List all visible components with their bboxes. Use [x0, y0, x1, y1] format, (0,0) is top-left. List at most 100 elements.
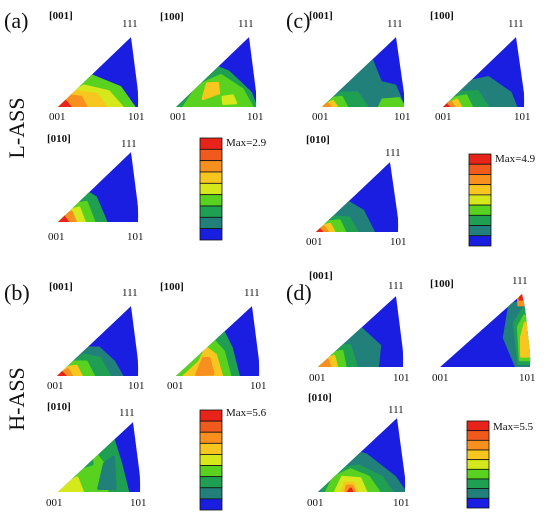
region-red	[57, 371, 67, 376]
direction-label: [001]	[309, 10, 333, 22]
colorbar-swatch	[468, 184, 492, 196]
direction-label: [100]	[160, 281, 184, 293]
contour-regions	[58, 37, 139, 107]
pole-001-label: 001	[312, 111, 329, 123]
colorbar-swatch	[468, 163, 492, 175]
pole-101-label: 101	[130, 497, 147, 509]
ipf-triangle-010: [010] 111 001 101	[47, 133, 144, 243]
direction-label: [100]	[430, 10, 454, 22]
region-orange	[318, 358, 332, 367]
region-orange	[322, 102, 332, 107]
direction-label: [010]	[47, 401, 71, 413]
contour-regions	[176, 306, 260, 376]
panel-letter: (a)	[4, 8, 28, 33]
row-label: L-ASS	[4, 97, 29, 158]
direction-label: [010]	[306, 134, 330, 146]
ipf-triangle-001: [001] 111 001 101	[309, 10, 411, 123]
region-red	[58, 99, 72, 107]
pole-001-label: 001	[170, 111, 187, 123]
region-orange	[195, 357, 215, 376]
contour-regions	[57, 306, 139, 376]
colorbar-swatch	[199, 465, 223, 478]
pole-101-label: 101	[394, 111, 411, 123]
pole-001-label: 001	[167, 380, 184, 392]
pole-001-label: 001	[432, 372, 449, 384]
region-red	[316, 227, 324, 232]
colorbar	[468, 153, 492, 247]
colorbar-swatch	[468, 174, 492, 186]
contour-regions	[176, 37, 257, 107]
pole-101-label: 101	[128, 111, 145, 123]
panel-letter: (d)	[286, 280, 312, 305]
pole-001-label: 001	[306, 236, 323, 248]
ipf-triangle-100: [100] 111 001 101	[430, 275, 536, 384]
ipf-triangle-010: [010] 111 001 101	[46, 401, 147, 509]
row-label: H-ASS	[4, 367, 29, 431]
contour-regions	[440, 294, 531, 367]
max-label: Max=4.9	[495, 153, 536, 165]
colorbar-swatch	[199, 216, 223, 230]
ipf-triangle-001: [001] 111 001 101	[49, 10, 145, 123]
pole-101-label: 101	[250, 380, 267, 392]
region-red	[58, 215, 70, 222]
region-green	[77, 452, 94, 469]
panel-letter: (b)	[4, 280, 30, 305]
panel-b: (b) H-ASS [001] 111 001 101 [100] 111 00…	[4, 280, 267, 511]
contour-regions	[322, 37, 405, 107]
colorbar-swatch	[199, 228, 223, 241]
pole-001-label: 001	[46, 497, 63, 509]
region-red	[518, 294, 525, 301]
pole-101-label: 101	[393, 497, 410, 509]
colorbar-swatch	[199, 171, 223, 184]
colorbar-swatch	[466, 430, 490, 441]
max-label: Max=2.9	[226, 137, 267, 149]
pole-111-label: 111	[388, 404, 404, 416]
region-red	[346, 487, 354, 492]
colorbar-swatch	[199, 454, 223, 466]
pole-101-label: 101	[519, 372, 536, 384]
pole-111-label: 111	[238, 18, 254, 30]
colorbar-swatch	[199, 194, 223, 207]
panel-a: (a) L-ASS [001] 111 001 101 [100] 111 00…	[4, 8, 267, 243]
colorbar-swatch	[199, 498, 223, 511]
colorbar-swatch	[466, 459, 490, 470]
pole-001-label: 001	[47, 380, 64, 392]
colorbar-swatch	[199, 148, 223, 162]
colorbar-swatch	[199, 137, 223, 150]
pole-111-label: 111	[121, 138, 137, 150]
colorbar-swatch	[199, 431, 223, 444]
contour-regions	[318, 418, 406, 492]
panel-d: (d) [001] 111 001 101 [100] 111 001 101 …	[286, 270, 536, 509]
colorbar-swatch	[199, 409, 223, 422]
colorbar-swatch	[199, 182, 223, 196]
ipf-triangle-010: [010] 111 001 101	[307, 392, 410, 509]
pole-111-label: 111	[122, 18, 138, 30]
panel-letter: (c)	[286, 8, 310, 33]
ipf-triangle-100: [100] 111 001 101	[430, 10, 531, 123]
pole-101-label: 101	[128, 380, 145, 392]
colorbar-swatch	[199, 205, 223, 218]
max-label: Max=5.5	[493, 421, 534, 433]
contour-regions	[318, 296, 404, 367]
direction-label: [100]	[430, 278, 454, 290]
ipf-triangle-001: [001] 111 001 101	[309, 270, 410, 384]
colorbar-swatch	[468, 204, 492, 216]
colorbar-swatch	[199, 442, 223, 455]
colorbar	[199, 409, 223, 511]
pole-111-label: 111	[508, 18, 524, 30]
pole-111-label: 111	[512, 275, 528, 287]
pole-111-label: 111	[385, 147, 401, 159]
colorbar	[466, 420, 490, 509]
colorbar-swatch	[199, 160, 223, 173]
colorbar-swatch	[466, 439, 490, 451]
colorbar-swatch	[466, 497, 490, 509]
ipf-triangle-100: [100] 111 001 101	[160, 11, 264, 123]
colorbar-swatch	[199, 420, 223, 433]
pole-111-label: 111	[122, 287, 138, 299]
colorbar-swatch	[468, 225, 492, 237]
colorbar-swatch	[466, 478, 490, 490]
colorbar-swatch	[466, 420, 490, 432]
direction-label: [001]	[49, 10, 73, 22]
pole-111-label: 111	[388, 280, 404, 292]
